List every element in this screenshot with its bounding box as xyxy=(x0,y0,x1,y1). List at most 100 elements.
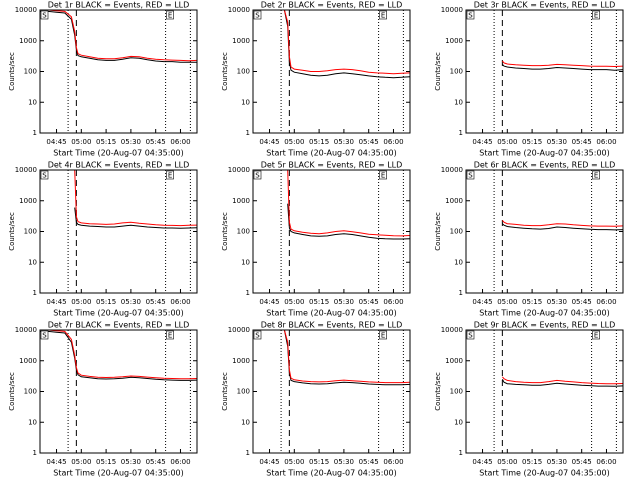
x-tick-label: 05:30 xyxy=(121,298,141,306)
series-line xyxy=(40,10,197,63)
y-tick-label: 10000 xyxy=(15,326,37,334)
series-line xyxy=(502,376,624,385)
x-tick-label: 05:00 xyxy=(497,298,517,306)
x-tick-label: 04:45 xyxy=(46,138,66,146)
end-box xyxy=(592,10,600,20)
x-tick-label: 05:00 xyxy=(71,138,91,146)
y-tick-label: 10000 xyxy=(441,6,463,14)
y-tick-label: 1 xyxy=(246,129,250,137)
panel: Det 2r BLACK = Events, RED = LLD Start Ti… xyxy=(221,1,411,158)
frame xyxy=(252,169,411,294)
panel: Det 4r BLACK = Events, RED = LLD Start Ti… xyxy=(8,161,198,318)
series-line xyxy=(501,379,624,387)
x-tick-label: 05:45 xyxy=(359,458,379,466)
y-tick-label: 100 xyxy=(237,68,250,76)
y-tick-label: 10000 xyxy=(15,6,37,14)
x-axis-label: Start Time (20-Aug-07 04:35:00) xyxy=(266,309,397,318)
y-tick-label: 10000 xyxy=(15,166,37,174)
y-tick-label: 1000 xyxy=(445,357,463,365)
y-tick-label: 1000 xyxy=(19,357,37,365)
x-tick-label: 06:00 xyxy=(596,138,616,146)
series-line xyxy=(502,223,624,231)
x-axis-label: Start Time (20-Aug-07 04:35:00) xyxy=(266,469,397,478)
y-tick-label: 100 xyxy=(450,388,463,396)
x-tick-label: 05:15 xyxy=(309,298,329,306)
end-label: E xyxy=(168,12,172,20)
series-line xyxy=(40,9,198,62)
panel-title: Det 4r BLACK = Events, RED = LLD xyxy=(48,161,190,170)
x-tick-label: 04:45 xyxy=(472,458,492,466)
panel: Det 9r BLACK = Events, RED = LLD Start Ti… xyxy=(434,321,624,478)
series-line xyxy=(502,60,624,68)
y-tick-label: 10 xyxy=(454,98,463,106)
y-tick-label: 10 xyxy=(241,418,250,426)
start-box xyxy=(466,170,475,180)
y-tick-label: 100 xyxy=(237,228,250,236)
y-axis-label: Counts/sec xyxy=(434,52,442,91)
x-tick-label: 05:30 xyxy=(121,458,141,466)
x-tick-label: 05:30 xyxy=(547,298,567,306)
panel-title: Det 2r BLACK = Events, RED = LLD xyxy=(261,1,403,10)
y-tick-label: 1 xyxy=(246,449,250,457)
x-tick-label: 05:00 xyxy=(71,458,91,466)
panel-title: Det 5r BLACK = Events, RED = LLD xyxy=(261,161,403,170)
series-line xyxy=(40,329,198,380)
x-tick-label: 05:30 xyxy=(121,138,141,146)
y-tick-label: 1000 xyxy=(19,197,37,205)
end-label: E xyxy=(594,12,598,20)
start-label: S xyxy=(255,172,260,180)
y-axis-label: Counts/sec xyxy=(434,212,442,251)
x-tick-label: 05:45 xyxy=(146,458,166,466)
start-label: S xyxy=(468,172,473,180)
x-tick-label: 05:30 xyxy=(334,298,354,306)
series-line xyxy=(287,203,411,240)
x-axis-label: Start Time (20-Aug-07 04:35:00) xyxy=(479,309,610,318)
series-line xyxy=(74,207,198,229)
x-tick-label: 04:45 xyxy=(46,298,66,306)
end-label: E xyxy=(381,12,385,20)
panel: Det 6r BLACK = Events, RED = LLD Start Ti… xyxy=(434,161,624,318)
x-tick-label: 04:45 xyxy=(259,458,279,466)
frame xyxy=(465,329,624,454)
frame xyxy=(465,9,624,134)
x-tick-label: 05:30 xyxy=(547,138,567,146)
x-tick-label: 05:00 xyxy=(284,138,304,146)
x-tick-label: 05:30 xyxy=(334,138,354,146)
y-axis-label: Counts/sec xyxy=(434,372,442,411)
y-tick-label: 10 xyxy=(28,258,37,266)
x-tick-label: 05:00 xyxy=(284,458,304,466)
y-tick-label: 100 xyxy=(450,228,463,236)
y-tick-label: 1000 xyxy=(445,37,463,45)
x-tick-label: 05:00 xyxy=(497,138,517,146)
panel: Det 8r BLACK = Events, RED = LLD Start Ti… xyxy=(221,321,411,478)
y-axis-label: Counts/sec xyxy=(221,212,229,251)
y-tick-label: 100 xyxy=(24,388,37,396)
y-tick-label: 1000 xyxy=(232,197,250,205)
panel-title: Det 7r BLACK = Events, RED = LLD xyxy=(48,321,190,330)
x-tick-label: 06:00 xyxy=(596,458,616,466)
end-label: E xyxy=(381,172,385,180)
x-tick-label: 05:45 xyxy=(146,138,166,146)
x-tick-label: 06:00 xyxy=(170,458,190,466)
x-tick-label: 06:00 xyxy=(383,298,403,306)
y-tick-label: 1 xyxy=(459,289,463,297)
x-tick-label: 06:00 xyxy=(170,138,190,146)
x-tick-label: 06:00 xyxy=(596,298,616,306)
x-tick-label: 04:45 xyxy=(472,298,492,306)
x-tick-label: 06:00 xyxy=(170,298,190,306)
x-tick-label: 05:00 xyxy=(284,298,304,306)
y-tick-label: 10 xyxy=(28,98,37,106)
y-tick-label: 1 xyxy=(459,129,463,137)
panel-title: Det 1r BLACK = Events, RED = LLD xyxy=(48,1,190,10)
end-box xyxy=(166,170,174,180)
y-axis-label: Counts/sec xyxy=(221,52,229,91)
series-line xyxy=(253,9,411,75)
start-label: S xyxy=(468,12,473,20)
x-tick-label: 05:15 xyxy=(522,138,542,146)
start-label: S xyxy=(42,332,47,340)
x-axis-label: Start Time (20-Aug-07 04:35:00) xyxy=(53,309,184,318)
start-box xyxy=(40,330,49,340)
y-tick-label: 10 xyxy=(454,258,463,266)
end-label: E xyxy=(168,172,172,180)
panel: Det 3r BLACK = Events, RED = LLD Start Ti… xyxy=(434,1,624,158)
